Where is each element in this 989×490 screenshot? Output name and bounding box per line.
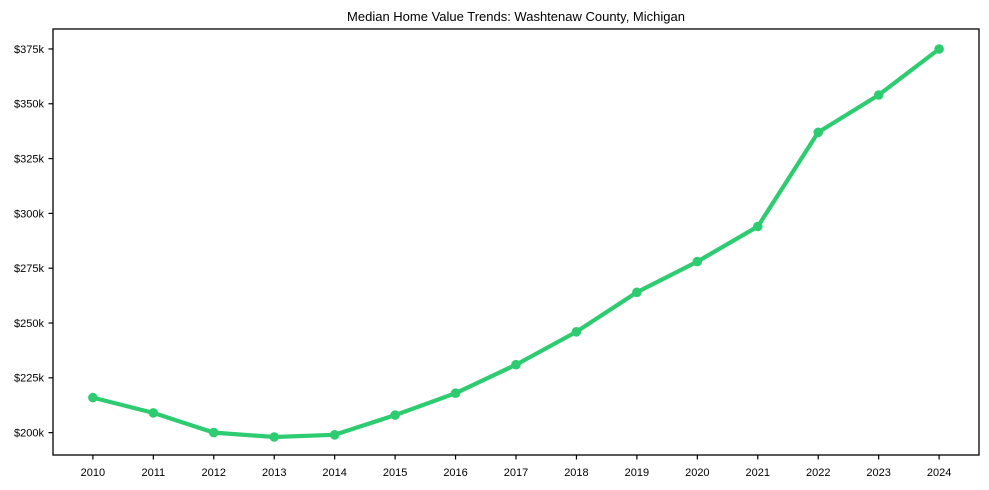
y-tick-label: $325k [14,153,44,165]
y-tick-label: $225k [14,373,44,385]
x-tick-label: 2011 [142,467,166,479]
y-tick-label: $300k [14,208,44,220]
axes-frame [52,28,980,456]
x-tick-label: 2017 [504,467,528,479]
data-point-2011 [148,408,159,418]
y-tick-label: $275k [14,263,44,275]
data-point-2016 [450,388,461,399]
data-point-2019 [632,287,642,298]
data-point-2022 [813,127,823,138]
x-tick-label: 2014 [322,467,346,479]
x-tick-label: 2019 [625,467,649,479]
data-point-2018 [571,327,582,337]
x-tick-label: 2023 [866,467,890,479]
y-tick-label: $375k [14,44,44,56]
series-line [90,46,942,440]
y-tick-label: $250k [14,318,44,330]
data-point-2010 [88,392,98,403]
data-point-2014 [329,430,340,440]
x-tick-label: 2024 [927,467,951,479]
data-point-2024 [934,44,944,54]
data-point-2015 [390,410,400,420]
x-tick-label: 2015 [383,467,407,479]
y-tick-label: $200k [14,428,44,440]
x-tick-label: 2021 [746,467,770,479]
x-tick-label: 2010 [81,467,105,479]
x-tick-label: 2016 [443,467,467,479]
y-tick-label: $350k [14,99,44,111]
data-point-2012 [209,427,219,438]
data-point-2017 [511,359,521,370]
data-point-2021 [753,221,763,232]
x-tick-label: 2022 [806,467,830,479]
data-point-2013 [269,432,280,442]
data-point-2023 [873,90,884,100]
x-tick-label: 2018 [564,467,588,479]
data-point-2020 [692,256,703,267]
x-tick-label: 2013 [262,467,286,479]
x-tick-label: 2012 [202,467,226,479]
chart-title: Median Home Value Trends: Washtenaw Coun… [347,9,685,24]
x-tick-label: 2020 [685,467,709,479]
